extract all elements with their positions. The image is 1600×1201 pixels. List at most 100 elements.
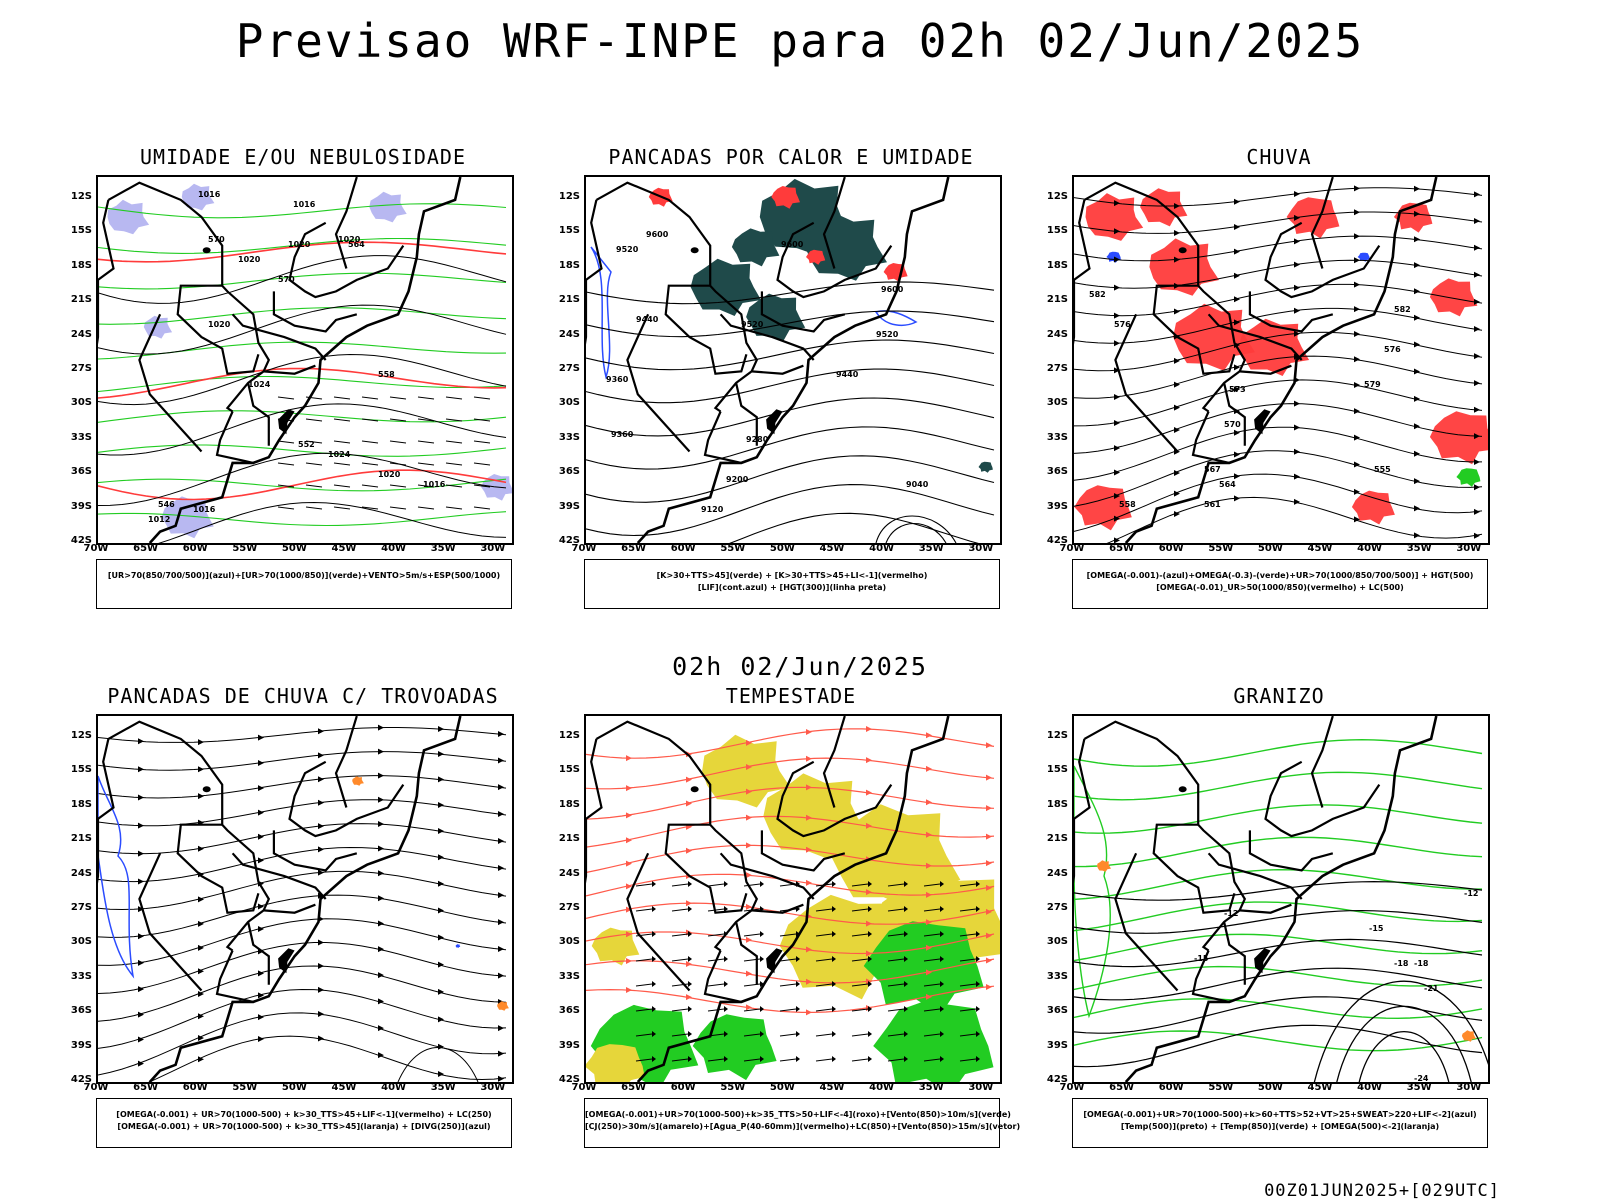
contour-label: -12 <box>1464 889 1478 898</box>
lat-tick-label: 39S <box>558 1039 580 1051</box>
contour-label: 1024 <box>328 450 351 459</box>
lon-tick-label: 65W <box>1109 543 1135 554</box>
lat-tick-label: 36S <box>70 466 92 478</box>
lat-tick-label: 33S <box>558 970 580 982</box>
lat-tick-label: 15S <box>558 225 580 237</box>
lon-tick-label: 30W <box>968 543 994 554</box>
panel-legend: [OMEGA(-0.001) + UR>70(1000-500) + k>30_… <box>96 1098 512 1148</box>
forecast-map: 1016 1016 1020 1020 1020 1020 1024 1024 1020 1016… <box>96 175 514 545</box>
contour-label: 9440 <box>836 370 859 379</box>
contour-label: 579 <box>1364 380 1381 389</box>
contour-label: 9440 <box>636 315 659 324</box>
mid-title: 02h 02/Jun/2025 <box>672 652 928 681</box>
lat-tick-label: 42S <box>1046 1074 1068 1085</box>
contour-label: 9360 <box>611 430 634 439</box>
lat-tick-label: 42S <box>558 1074 580 1085</box>
lat-tick-label: 21S <box>70 294 92 306</box>
lon-tick-label: 40W <box>869 1082 895 1093</box>
lat-tick-label: 33S <box>70 431 92 443</box>
lon-tick-label: 50W <box>1257 1082 1283 1093</box>
lon-tick-label: 60W <box>1158 543 1184 554</box>
lon-tick-label: 35W <box>430 543 456 554</box>
contour-label: 1020 <box>208 320 231 329</box>
contour-label: 9600 <box>646 230 669 239</box>
lat-tick-label: 12S <box>1046 191 1068 202</box>
forecast-map <box>96 714 514 1084</box>
lat-tick-label: 24S <box>558 867 580 879</box>
panel-legend: [OMEGA(-0.001)+UR>70(1000-500)+k>35_TTS>… <box>584 1098 1021 1148</box>
lat-tick-label: 39S <box>70 1039 92 1051</box>
lat-tick-label: 12S <box>1046 730 1068 741</box>
map-canvas <box>98 716 509 1082</box>
contour-label: 1016 <box>293 200 316 209</box>
lat-tick-label: 39S <box>70 500 92 512</box>
contour-label: 561 <box>1204 500 1221 509</box>
contour-label: 558 <box>1119 500 1136 509</box>
forecast-map: 582 576 582 576 573 570 567 564 561 555 558 579 <box>1072 175 1490 545</box>
contour-label: 9520 <box>616 245 639 254</box>
lon-tick-label: 60W <box>670 543 696 554</box>
lat-tick-label: 30S <box>70 936 92 948</box>
lat-tick-label: 15S <box>558 764 580 776</box>
contour-label: 582 <box>1089 290 1106 299</box>
lon-tick-label: 45W <box>819 1082 845 1093</box>
contour-label: 582 <box>1394 305 1411 314</box>
lat-tick-label: 30S <box>1046 397 1068 409</box>
lon-tick-label: 40W <box>381 1082 407 1093</box>
contour-label: -18 <box>1394 959 1409 968</box>
contour-label: 9120 <box>701 505 724 514</box>
legend-line: [LIF](cont.azul) + [HGT(300)](linha pret… <box>697 583 887 592</box>
legend-line: [OMEGA(-0.01)_UR>50(1000/850)(vermelho) … <box>1156 583 1404 592</box>
lon-tick-label: 45W <box>331 543 357 554</box>
lat-tick-label: 21S <box>70 833 92 845</box>
lat-tick-label: 24S <box>1046 867 1068 879</box>
lat-tick-label: 18S <box>1046 259 1068 271</box>
lon-tick-label: 55W <box>1208 1082 1234 1093</box>
lon-tick-label: 40W <box>1357 543 1383 554</box>
map-canvas: -12 -12 -15 -15 -18 -21 -24 -18 <box>1074 716 1488 1082</box>
legend-line: [OMEGA(-0.001)+UR>70(1000-500)+k>35_TTS>… <box>585 1110 1011 1119</box>
lon-tick-label: 60W <box>182 543 208 554</box>
lat-tick-label: 39S <box>1046 500 1068 512</box>
legend-line: [OMEGA(-0.001)-(azul)+OMEGA(-0.3)-(verde… <box>1086 571 1474 580</box>
lon-tick-label: 30W <box>1456 543 1482 554</box>
lon-tick-label: 40W <box>381 543 407 554</box>
panel-legend: [OMEGA(-0.001)+UR>70(1000-500)+k>60+TTS>… <box>1072 1098 1488 1148</box>
lon-tick-label: 70W <box>83 1082 109 1093</box>
contour-label: 576 <box>1114 320 1131 329</box>
lat-tick-label: 15S <box>1046 225 1068 237</box>
lat-tick-label: 39S <box>1046 1039 1068 1051</box>
lat-tick-label: 27S <box>558 902 580 913</box>
lon-tick-label: 60W <box>182 1082 208 1093</box>
lat-tick-label: 42S <box>70 535 92 546</box>
lat-tick-label: 30S <box>558 936 580 948</box>
contour-label: 1020 <box>238 255 261 264</box>
legend-line: [CJ(250)>30m/s](amarelo)+[Agua_P(40-60mm… <box>585 1122 1021 1131</box>
legend-line: [K>30+TTS>45](verde) + [K>30+TTS>45+LI<-… <box>656 571 928 580</box>
lat-tick-label: 30S <box>558 397 580 409</box>
lat-tick-label: 33S <box>1046 970 1068 982</box>
lat-tick-label: 39S <box>558 500 580 512</box>
lat-tick-label: 21S <box>1046 833 1068 845</box>
lat-tick-label: 42S <box>1046 535 1068 546</box>
lon-tick-label: 45W <box>819 543 845 554</box>
lat-tick-label: 42S <box>70 1074 92 1085</box>
contour-label: 9520 <box>741 320 764 329</box>
contour-label: 9600 <box>881 285 904 294</box>
map-panel: GRANIZO -12 -12 -15 -15 -18 -21 -24 -18 12S 15S 18S… <box>1032 684 1522 1174</box>
map-canvas: 582 576 582 576 573 570 567 564 561 555 558 579 <box>1074 177 1488 543</box>
lon-tick-label: 45W <box>331 1082 357 1093</box>
contour-label: 567 <box>1204 465 1221 474</box>
contour-label: 1020 <box>338 235 361 244</box>
contour-label: -15 <box>1194 954 1209 963</box>
lat-tick-label: 27S <box>70 363 92 374</box>
panel-title: TEMPESTADE <box>725 684 857 708</box>
panel-legend: [OMEGA(-0.001)-(azul)+OMEGA(-0.3)-(verde… <box>1072 559 1488 609</box>
map-canvas: 1016101610201020102010201024102410201016… <box>98 177 512 543</box>
lat-tick-label: 15S <box>70 225 92 237</box>
lat-tick-label: 27S <box>70 902 92 913</box>
lon-tick-label: 65W <box>1109 1082 1135 1093</box>
map-panel: CHUVA 582 576 582 576 573 570 567 564 561 555 558 57… <box>1032 145 1522 635</box>
panel-title: PANCADAS POR CALOR E UMIDADE <box>608 145 974 169</box>
lat-tick-label: 12S <box>70 191 92 202</box>
